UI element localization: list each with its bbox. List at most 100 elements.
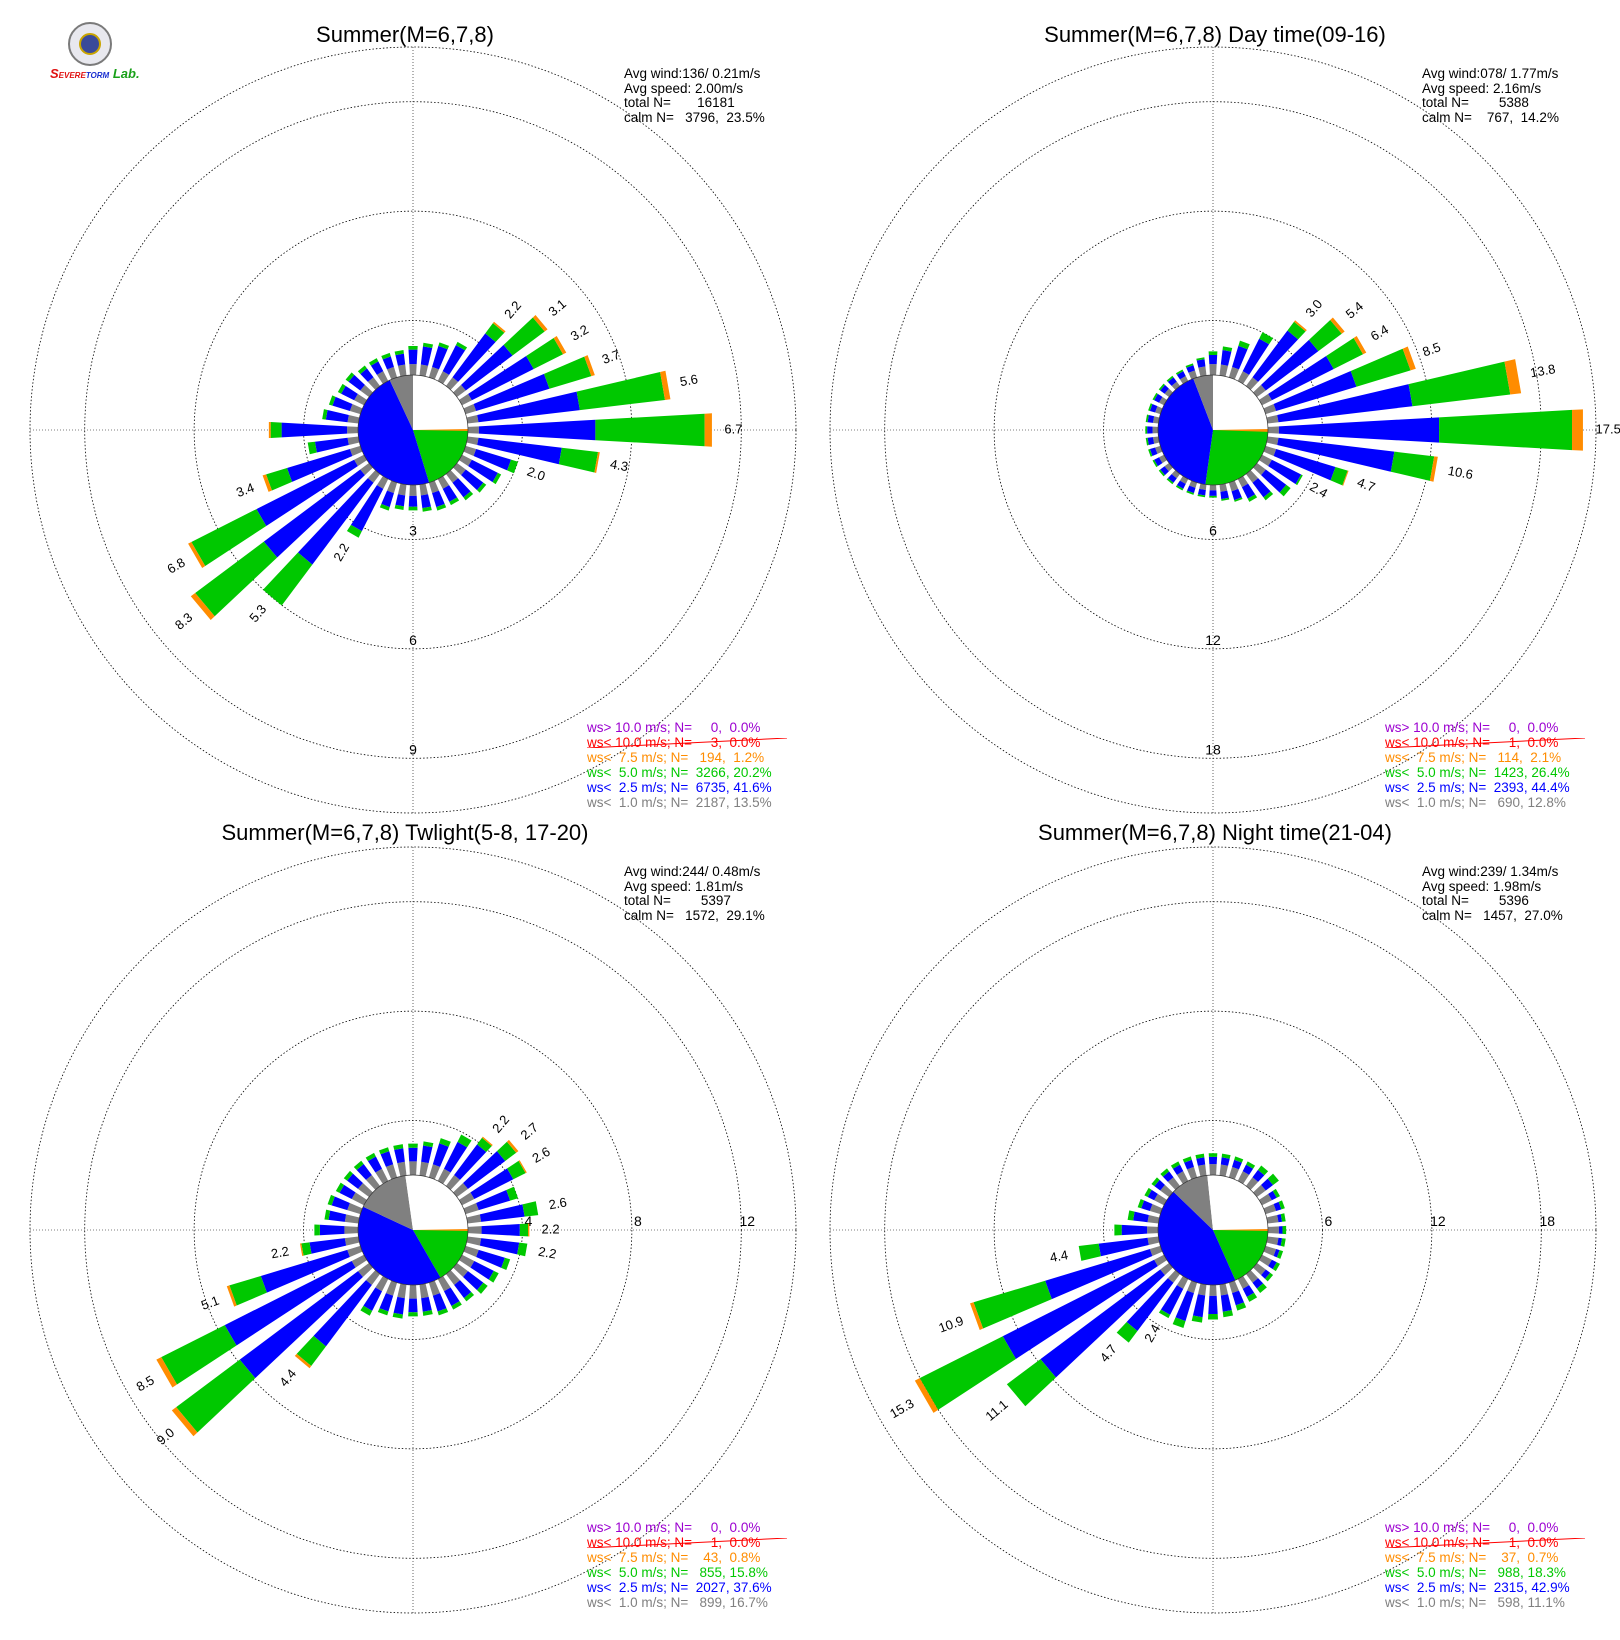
bar-segment — [1265, 1272, 1274, 1282]
direction-bar — [1266, 359, 1522, 424]
bar-segment — [1166, 478, 1174, 485]
bar-segment — [584, 355, 595, 377]
calm-count: calm N= 3796, 23.5% — [624, 109, 765, 125]
bar-segment — [379, 1293, 394, 1312]
bar-segment — [353, 1160, 364, 1170]
radial-tick-label: 6 — [409, 632, 417, 648]
legend-entry: ws< 2.5 m/s; N= 2393, 44.4% — [1385, 780, 1570, 795]
bar-segment — [1199, 483, 1207, 491]
bar-segment — [224, 1260, 356, 1346]
bar-segment — [1266, 1236, 1279, 1246]
bar-segment — [1276, 1250, 1284, 1259]
bar-segment — [1045, 1249, 1153, 1300]
wind-rose-chart: 6 12 18 2.4 4.7 11.1 15.3 10.9 4.4 — [829, 846, 1597, 1614]
bar-segment — [376, 476, 389, 489]
direction-bar — [327, 1194, 363, 1215]
bar-segment — [377, 1308, 389, 1316]
direction-bar — [394, 350, 407, 377]
bar-segment — [360, 384, 373, 398]
direction-bar — [453, 1262, 488, 1294]
calm-pie-slice — [413, 430, 468, 483]
bar-segment — [463, 1151, 506, 1189]
bar-segment — [1252, 1169, 1265, 1182]
bar-segment — [517, 1242, 528, 1257]
bar-segment — [1263, 1204, 1277, 1215]
bar-segment — [1191, 1315, 1203, 1323]
bar-segment — [325, 409, 349, 423]
bar-segment — [1261, 469, 1287, 493]
direction-bar — [335, 1182, 367, 1206]
bar-segment — [518, 1160, 527, 1174]
bar-segment — [506, 1186, 519, 1201]
direction-bar — [1208, 1153, 1218, 1176]
avg-speed: Avg speed: 2.16m/s — [1422, 80, 1542, 96]
bar-segment — [260, 1249, 350, 1293]
direction-bar — [466, 1236, 528, 1257]
bar-segment — [365, 1175, 381, 1190]
bar-segment — [262, 474, 272, 492]
calm-count: calm N= 1572, 29.1% — [624, 907, 765, 923]
bar-segment — [349, 404, 363, 415]
direction-bar — [445, 470, 474, 501]
radial-tick-label: 12 — [739, 1213, 755, 1229]
bar-segment — [408, 345, 418, 350]
bar-segment — [1242, 1164, 1254, 1175]
bar-segment — [1242, 1285, 1255, 1297]
direction-bar — [1145, 426, 1159, 434]
severe-storm-lab-logo: SEVERETORM Lab. — [50, 22, 150, 86]
bar-segment — [328, 1210, 347, 1222]
bar-segment — [324, 1209, 331, 1220]
bar-segment — [1273, 1249, 1280, 1258]
total-count: total N= 16181 — [624, 95, 735, 110]
bar-segment — [463, 1245, 479, 1258]
direction-bar — [445, 321, 506, 390]
bar-segment — [1232, 345, 1248, 370]
bar-segment — [1402, 346, 1416, 371]
bar-segment — [421, 1296, 432, 1312]
direction-bar — [346, 476, 389, 538]
bar-segment — [296, 1335, 326, 1367]
bar-segment — [1176, 1171, 1189, 1184]
bar-segment — [470, 1168, 514, 1200]
bar-segment — [432, 1293, 447, 1312]
direction-bar — [322, 409, 360, 424]
bar-segment — [1234, 1156, 1244, 1163]
chart-title: Summer(M=6,7,8) Day time(09-16) — [1044, 22, 1386, 47]
bar-segment — [1245, 1270, 1259, 1283]
bar-segment — [660, 370, 671, 400]
calm-pie-slice — [357, 380, 430, 486]
bar-value-label: 4.7 — [1355, 474, 1377, 494]
avg-wind: Avg wind:244/ 0.48m/s — [624, 864, 761, 879]
panel-summer-night: 6 12 18 2.4 4.7 11.1 15.3 10.9 4.4 Summer(M=6,7,… — [810, 820, 1620, 1640]
direction-bar — [1266, 1236, 1286, 1247]
direction-bar — [1219, 1283, 1234, 1318]
bar-segment — [442, 485, 458, 502]
bar-segment — [381, 490, 394, 508]
bar-segment — [395, 353, 406, 366]
bar-segment — [477, 391, 580, 423]
direction-bar — [1197, 483, 1207, 498]
bar-segment — [1208, 1153, 1218, 1157]
direction-bar — [1237, 1161, 1256, 1184]
bar-segment — [449, 497, 460, 506]
bar-segment — [476, 1190, 511, 1211]
bar-segment — [1147, 1214, 1160, 1224]
bar-segment — [1221, 1153, 1231, 1159]
bar-segment — [443, 1287, 460, 1306]
bar-segment — [1160, 1262, 1173, 1276]
bar-segment — [392, 1312, 403, 1319]
bar-segment — [1160, 1168, 1170, 1177]
legend-entry: ws< 5.0 m/s; N= 1423, 26.4% — [1385, 765, 1570, 780]
bar-segment — [1263, 491, 1274, 501]
bar-segment — [1164, 462, 1173, 472]
bar-segment — [477, 1137, 492, 1153]
radial-tick-label: 12 — [1205, 632, 1221, 648]
direction-bar — [408, 484, 418, 511]
bar-segment — [354, 393, 367, 406]
bar-value-label: 4.4 — [276, 1366, 299, 1389]
bar-segment — [454, 1144, 487, 1180]
bar-segment — [473, 373, 550, 411]
bar-segment — [1195, 1153, 1205, 1159]
calm-pie-slice — [413, 1229, 468, 1231]
bar-segment — [1208, 355, 1218, 365]
